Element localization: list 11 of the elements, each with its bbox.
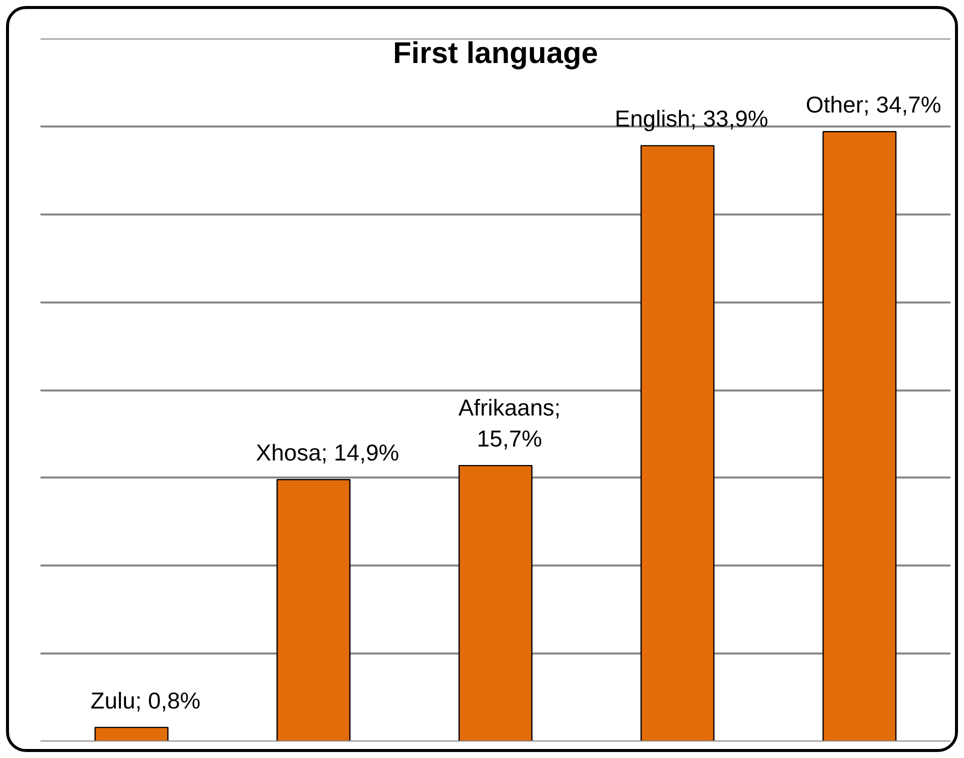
bar bbox=[276, 479, 350, 742]
bar bbox=[640, 145, 714, 742]
chart-title: First language bbox=[392, 37, 598, 70]
bar bbox=[458, 464, 532, 742]
data-label: Other; 34,7% bbox=[806, 92, 942, 118]
data-label: Zulu; 0,8% bbox=[90, 687, 200, 714]
data-label: Afrikaans; 15,7% bbox=[458, 394, 561, 452]
data-label: English; 33,9% bbox=[614, 106, 768, 132]
data-label: Xhosa; 14,9% bbox=[256, 440, 400, 466]
bar bbox=[822, 131, 896, 742]
bar bbox=[94, 726, 168, 742]
